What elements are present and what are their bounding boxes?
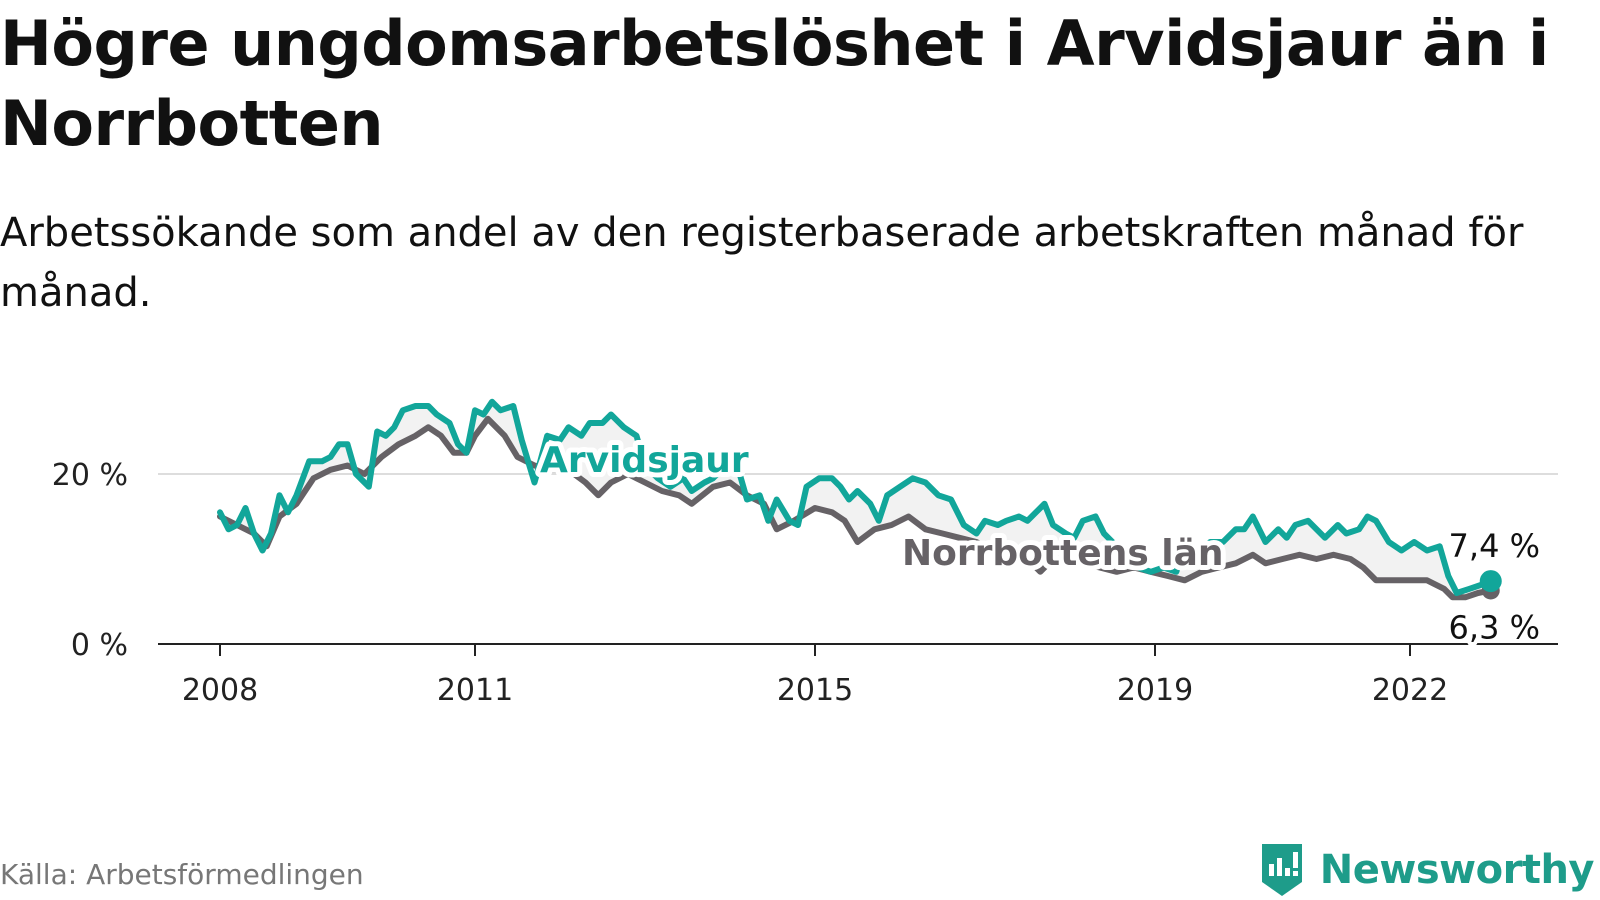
brand-name: Newsworthy: [1319, 847, 1595, 893]
y-tick-label: 20 %: [52, 458, 128, 493]
arvidsjaur-end-label: 7,4 %: [1449, 527, 1540, 565]
arvidsjaur-line: [217, 398, 1494, 596]
chart-title: Högre ungdomsarbetslöshet i Arvidsjaur ä…: [0, 7, 1549, 160]
arvidsjaur-end-marker: [1479, 570, 1502, 593]
chart-subtitle: Arbetssökande som andel av den registerb…: [0, 210, 1524, 316]
x-tick-label: 2011: [437, 673, 513, 708]
norrbotten-line: [217, 415, 1494, 601]
norrbotten-series-label: Norrbottens län: [902, 533, 1224, 574]
x-tick-label: 2019: [1117, 673, 1193, 708]
series-lines: [217, 398, 1502, 601]
y-tick-label: 0 %: [71, 628, 128, 663]
source-note: Källa: Arbetsförmedlingen: [0, 858, 364, 891]
line-chart: 0 % 20 % 2008 2011 2015 2019 2022 Arvidsjaur No…: [52, 398, 1558, 708]
series-labels: Arvidsjaur Norrbottens län 7,4 % 6,3 %: [535, 435, 1544, 650]
x-tick-label: 2008: [182, 673, 258, 708]
x-tick-label: 2022: [1372, 673, 1448, 708]
arvidsjaur-series-label: Arvidsjaur: [540, 440, 749, 481]
gap-fill-area: [220, 401, 1491, 598]
norrbotten-end-label: 6,3 %: [1449, 608, 1540, 646]
axis-ticks: 0 % 20 % 2008 2011 2015 2019 2022: [52, 458, 1448, 708]
x-tick-label: 2015: [777, 673, 853, 708]
newsworthy-icon: [1261, 844, 1302, 896]
brand-logo: Newsworthy: [1258, 840, 1595, 900]
